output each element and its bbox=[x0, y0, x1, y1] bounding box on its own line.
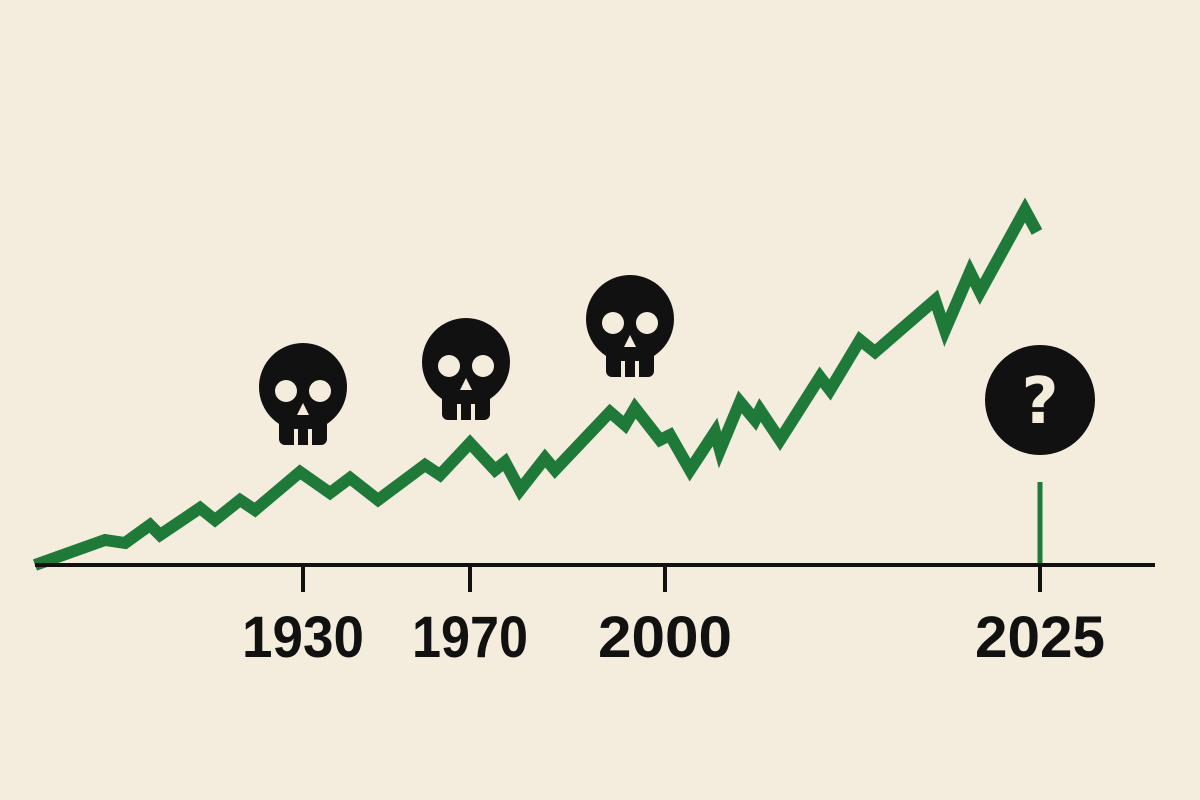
question-mark: ? bbox=[1021, 365, 1058, 439]
year-label: 1930 bbox=[242, 605, 364, 670]
year-label: 2025 bbox=[975, 605, 1105, 670]
market-line bbox=[32, 197, 1043, 571]
year-label: 1970 bbox=[412, 605, 528, 670]
year-label: 2000 bbox=[598, 605, 732, 670]
question-badge bbox=[985, 345, 1095, 455]
